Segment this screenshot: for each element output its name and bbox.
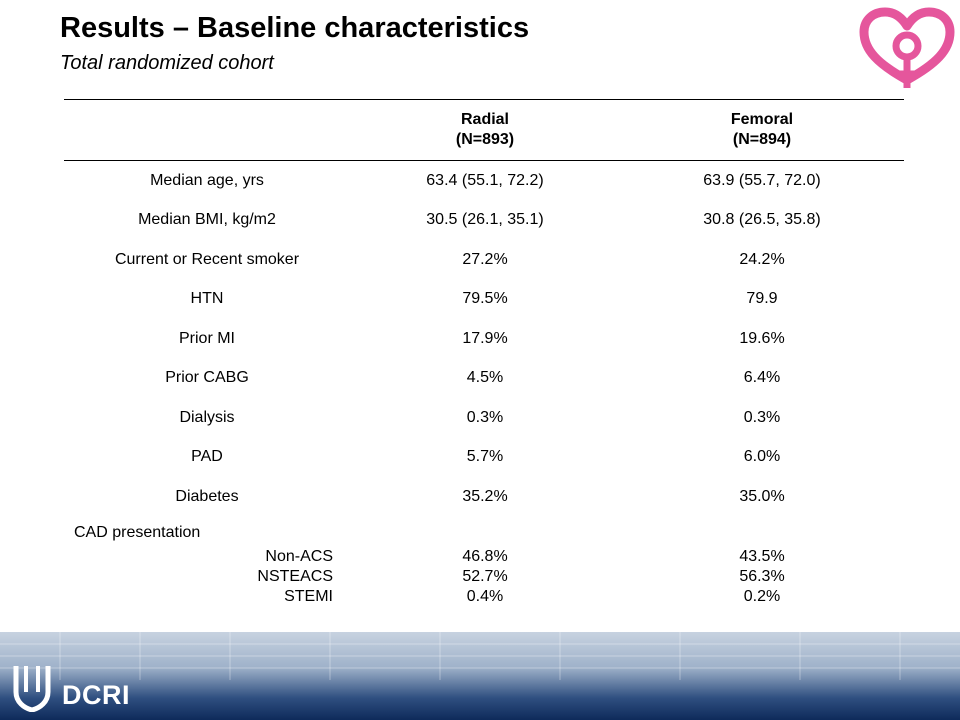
header-characteristic (64, 100, 350, 161)
femoral-value: 0.3% (743, 408, 781, 426)
radial-value: 52.7% (462, 567, 508, 585)
row-label: Diabetes (175, 487, 239, 505)
baseline-characteristics-table: Radial (N=893) Femoral (N=894) Median ag… (64, 99, 904, 636)
table-row: Prior MI 17.9% 19.6% (64, 319, 904, 359)
row-label: PAD (191, 448, 223, 466)
table-row: HTN 79.5% 79.9 (64, 280, 904, 320)
femoral-value: 6.4% (743, 369, 781, 387)
heart-female-symbol-icon (859, 7, 955, 88)
row-label: Dialysis (179, 408, 235, 426)
footer-band (0, 632, 960, 720)
radial-value: 30.5 (26.1, 35.1) (426, 211, 544, 229)
radial-value: 79.5% (462, 290, 508, 308)
femoral-value: 24.2% (739, 250, 785, 268)
duke-shield-icon (13, 666, 51, 712)
row-label: Current or Recent smoker (114, 250, 300, 268)
footer-pattern (0, 632, 960, 680)
row-label: Prior CABG (165, 369, 249, 387)
table-row: Median age, yrs 63.4 (55.1, 72.2) 63.9 (… (64, 161, 904, 201)
table-row: Median BMI, kg/m2 30.5 (26.1, 35.1) 30.8… (64, 201, 904, 241)
radial-value: 0.4% (466, 587, 504, 605)
baseline-table-container: Radial (N=893) Femoral (N=894) Median ag… (64, 99, 904, 636)
table-row: Prior CABG 4.5% 6.4% (64, 359, 904, 399)
cad-subrow-label: STEMI (284, 587, 333, 605)
radial-value: 17.9% (462, 329, 508, 347)
table-row-cad-presentation: CAD presentation Non-ACS NSTEACS STEMI 4… (64, 517, 904, 636)
header-radial-n: (N=893) (455, 131, 515, 148)
header-radial: Radial (N=893) (350, 100, 620, 161)
row-label: Median age, yrs (150, 171, 264, 189)
cad-subrow-label: Non-ACS (265, 547, 333, 565)
femoral-value: 19.6% (739, 329, 785, 347)
table-row: Current or Recent smoker 27.2% 24.2% (64, 240, 904, 280)
radial-value: 63.4 (55.1, 72.2) (426, 171, 544, 189)
femoral-value: 6.0% (743, 448, 781, 466)
table-row: Diabetes 35.2% 35.0% (64, 477, 904, 517)
cad-femoral-values: 43.5% 56.3% 0.2% (620, 517, 904, 636)
cad-presentation-labels: CAD presentation Non-ACS NSTEACS STEMI (64, 517, 350, 636)
femoral-value: 35.0% (739, 487, 785, 505)
table-header-row: Radial (N=893) Femoral (N=894) (64, 99, 904, 161)
header-femoral: Femoral (N=894) (620, 100, 904, 161)
femoral-value: 30.8 (26.5, 35.8) (703, 211, 821, 229)
radial-value: 27.2% (462, 250, 508, 268)
radial-value: 46.8% (462, 547, 508, 565)
slide-subtitle: Total randomized cohort (60, 52, 274, 74)
slide-title: Results – Baseline characteristics (60, 12, 530, 44)
header-radial-name: Radial (460, 111, 509, 128)
femoral-value: 0.2% (743, 587, 781, 605)
cad-subrow-label: NSTEACS (257, 567, 333, 585)
row-label: Prior MI (179, 329, 235, 347)
femoral-value: 79.9 (746, 290, 778, 308)
row-label: Median BMI, kg/m2 (138, 211, 276, 229)
brand-name: DCRI (62, 680, 130, 710)
table-row: PAD 5.7% 6.0% (64, 438, 904, 478)
row-label: HTN (190, 290, 224, 308)
cad-presentation-heading: CAD presentation (74, 523, 201, 541)
femoral-value: 56.3% (739, 567, 785, 585)
cad-radial-values: 46.8% 52.7% 0.4% (350, 517, 620, 636)
femoral-value: 63.9 (55.7, 72.0) (703, 171, 821, 189)
header-femoral-n: (N=894) (732, 131, 792, 148)
table-row: Dialysis 0.3% 0.3% (64, 398, 904, 438)
radial-value: 4.5% (466, 369, 504, 387)
radial-value: 0.3% (466, 408, 504, 426)
header-femoral-name: Femoral (730, 111, 794, 128)
radial-value: 35.2% (462, 487, 508, 505)
femoral-value: 43.5% (739, 547, 785, 565)
radial-value: 5.7% (466, 448, 504, 466)
